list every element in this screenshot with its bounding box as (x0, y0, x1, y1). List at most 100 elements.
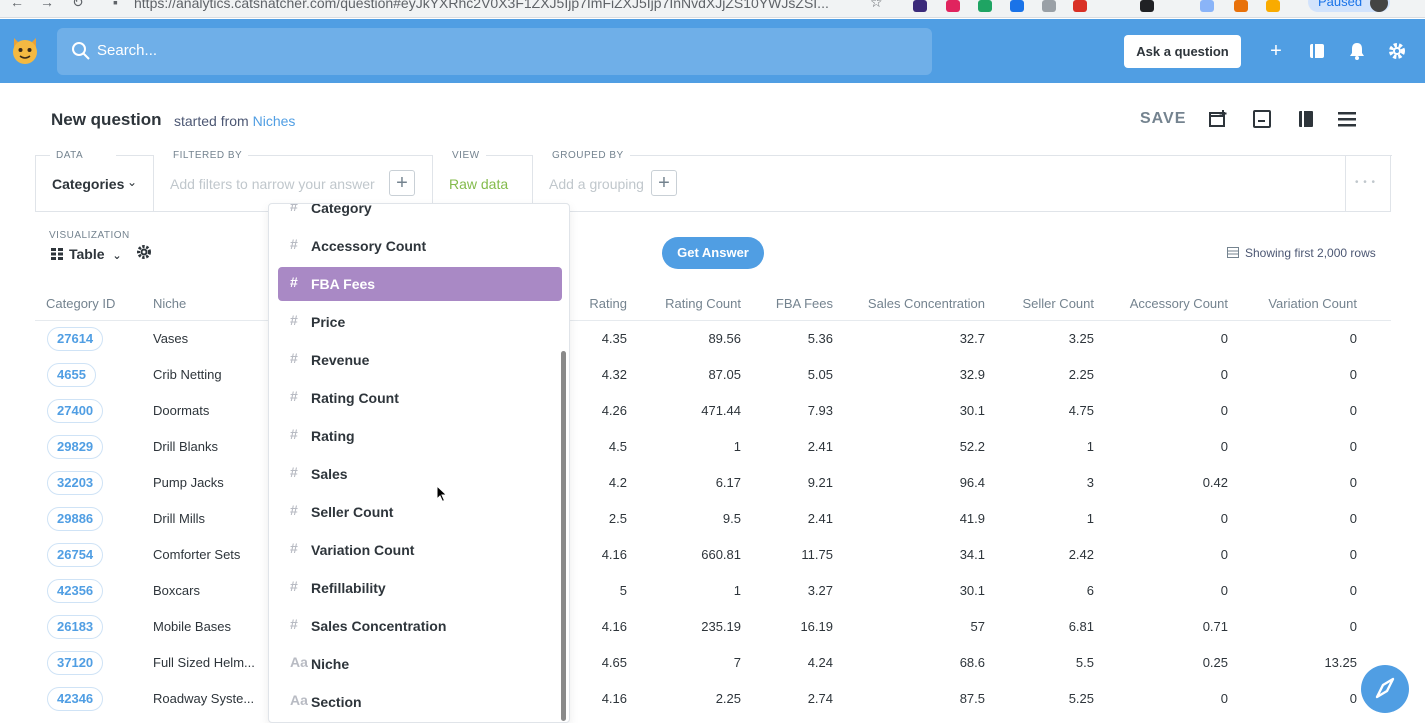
column-option[interactable]: # Seller Count (278, 495, 562, 529)
extension-icon[interactable] (1266, 0, 1280, 12)
get-answer-button[interactable]: Get Answer (662, 237, 764, 269)
column-option[interactable]: # Revenue (278, 343, 562, 377)
table-cell: 9.5 (722, 511, 741, 526)
add-filter-button[interactable]: + (389, 170, 415, 196)
extension-icon[interactable] (1010, 0, 1024, 12)
niche-cell: Roadway Syste... (153, 691, 255, 706)
table-cell: 2.41 (807, 439, 833, 454)
query-builder: DATA Categories ⌄ FILTERED BY Add filter… (35, 150, 1392, 212)
table-cell: 3.27 (807, 583, 833, 598)
category-id-link[interactable]: 26754 (47, 543, 104, 567)
niche-cell: Crib Netting (153, 367, 222, 382)
forward-icon[interactable]: → (40, 0, 54, 10)
table-cell: 0 (1220, 403, 1228, 418)
plus-icon[interactable]: + (1270, 40, 1282, 62)
question-title: New question (51, 110, 162, 129)
add-to-dashboard-icon[interactable] (1209, 110, 1227, 128)
column-header[interactable]: Sales Concentration (867, 296, 985, 311)
grouping-placeholder[interactable]: Add a grouping (549, 176, 644, 192)
add-grouping-button[interactable]: + (651, 170, 677, 196)
column-option[interactable]: # Rating Count (278, 381, 562, 415)
app-header: Search... Ask a question + (0, 19, 1425, 83)
collection-icon[interactable] (1307, 41, 1327, 61)
column-header[interactable]: Rating (589, 296, 627, 311)
profile-paused-badge[interactable]: Paused (1308, 0, 1391, 12)
column-option[interactable]: # Rating (278, 419, 562, 453)
column-option[interactable]: # FBA Fees (278, 267, 562, 301)
table-cell: 5.05 (807, 367, 833, 382)
column-option[interactable]: # Category (278, 204, 562, 225)
column-header[interactable]: Category ID (46, 296, 116, 311)
category-id-link[interactable]: 27400 (47, 399, 104, 423)
column-option[interactable]: # Sales Concentration (278, 609, 562, 643)
search-input[interactable]: Search... (97, 42, 158, 59)
extension-icon[interactable] (1200, 0, 1214, 12)
bell-icon[interactable] (1347, 41, 1367, 61)
more-options-button[interactable]: • • • (1355, 177, 1377, 188)
ask-question-button[interactable]: Ask a question (1124, 35, 1241, 68)
visualization-selector[interactable]: Table ⌄ (51, 246, 122, 262)
column-header[interactable]: Accessory Count (1129, 296, 1228, 311)
chevron-down-icon: ⌄ (112, 250, 122, 262)
niche-cell: Doormats (153, 403, 210, 418)
extension-icon[interactable] (913, 0, 927, 12)
extension-icon[interactable] (1234, 0, 1248, 12)
number-type-icon: # (290, 274, 298, 290)
category-id-link[interactable]: 26183 (47, 615, 104, 639)
explore-fab-button[interactable] (1361, 665, 1409, 713)
category-id-link[interactable]: 42356 (47, 579, 104, 603)
column-header[interactable]: Seller Count (1022, 296, 1094, 311)
category-id-link[interactable]: 32203 (47, 471, 104, 495)
address-bar[interactable]: https://analytics.catsnatcher.com/questi… (134, 0, 829, 11)
table-cell: 32.9 (959, 367, 985, 382)
extension-icon[interactable] (1140, 0, 1154, 12)
cat-logo-icon[interactable] (10, 35, 40, 65)
menu-icon[interactable] (1338, 110, 1356, 128)
divider (532, 155, 533, 211)
search-bar[interactable]: Search... (57, 28, 932, 75)
extension-icon[interactable] (1073, 0, 1087, 12)
column-option[interactable]: # Refillability (278, 571, 562, 605)
column-header[interactable]: Niche (153, 296, 187, 311)
settings-gear-icon[interactable] (136, 244, 152, 260)
category-id-link[interactable]: 42346 (47, 687, 104, 711)
extension-icon[interactable] (978, 0, 992, 12)
category-id-link[interactable]: 29886 (47, 507, 104, 531)
gear-icon[interactable] (1387, 41, 1407, 61)
table-cell: 7.93 (807, 403, 833, 418)
profile-avatar[interactable] (1370, 0, 1388, 12)
bookmark-star-icon[interactable]: ☆ (870, 0, 883, 10)
column-option[interactable]: # Price (278, 305, 562, 339)
category-id-link[interactable]: 29829 (47, 435, 104, 459)
column-option[interactable]: Aa Section (278, 685, 562, 719)
table-cell: 87.05 (708, 367, 741, 382)
save-button[interactable]: SAVE (1140, 110, 1187, 127)
column-option[interactable]: # Accessory Count (278, 229, 562, 263)
data-source-selector[interactable]: Categories ⌄ (36, 155, 153, 212)
sql-editor-icon[interactable] (1253, 110, 1271, 128)
back-icon[interactable]: ← (10, 0, 24, 10)
column-header[interactable]: FBA Fees (775, 296, 833, 311)
number-type-icon: # (290, 236, 298, 252)
column-option[interactable]: Aa Niche (278, 647, 562, 681)
notebook-icon[interactable] (1297, 110, 1315, 128)
dropdown-scrollbar[interactable] (561, 351, 566, 721)
view-selector[interactable]: Raw data (449, 176, 509, 192)
category-id-link[interactable]: 27614 (47, 327, 104, 351)
column-option[interactable]: # Sales (278, 457, 562, 491)
chevron-down-icon: ⌄ (127, 175, 138, 189)
table-cell: 0 (1349, 583, 1357, 598)
filter-placeholder[interactable]: Add filters to narrow your answer (170, 176, 375, 192)
reload-icon[interactable]: ↻ (72, 0, 84, 10)
number-type-icon: # (290, 312, 298, 328)
column-option[interactable]: # Variation Count (278, 533, 562, 567)
extension-icon[interactable] (1042, 0, 1056, 12)
view-section-label: VIEW (452, 150, 486, 161)
category-id-link[interactable]: 4655 (47, 363, 96, 387)
column-header[interactable]: Rating Count (665, 296, 741, 311)
column-header[interactable]: Variation Count (1268, 296, 1357, 311)
extension-icon[interactable] (946, 0, 960, 12)
source-table-link[interactable]: Niches (252, 113, 296, 129)
table-cell: 0 (1220, 331, 1228, 346)
category-id-link[interactable]: 37120 (47, 651, 104, 675)
